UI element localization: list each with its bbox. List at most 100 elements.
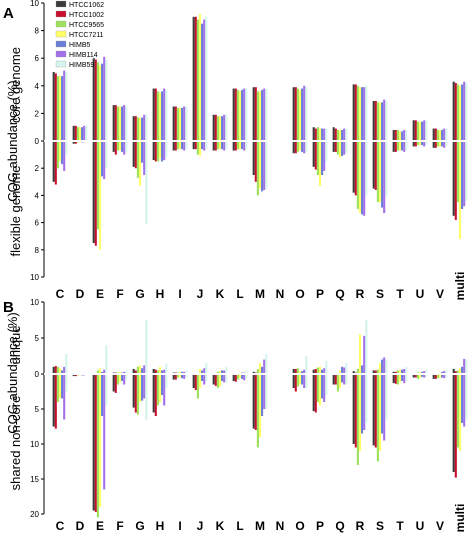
bar-a-up-F-0 [112, 105, 115, 141]
bar-a-down-K-6 [225, 141, 228, 150]
bar-a-down-S-2 [376, 141, 379, 203]
bar-a-up-R-0 [352, 84, 355, 141]
panel-a-category-label: C [56, 287, 65, 301]
bar-b-down-G-4 [141, 374, 144, 401]
bar-a-up-Q-0 [332, 127, 335, 141]
bar-b-down-J-1 [194, 374, 197, 391]
bar-b-down-P-5 [323, 374, 326, 402]
bar-a-down-U-5 [423, 141, 426, 147]
bar-a-up-F-3 [118, 106, 122, 141]
bar-b-up-R-3 [358, 334, 362, 374]
bar-a-up-M-5 [263, 88, 266, 141]
bar-a-up-I-2 [176, 107, 179, 141]
bar-a-up-S-3 [378, 102, 382, 141]
bar-b-down-C-3 [58, 374, 62, 399]
bar-b-up-multi-3 [458, 368, 462, 374]
bar-b-up-G-1 [134, 370, 137, 374]
panel-a-category-label: F [116, 287, 123, 301]
bar-a-up-L-6 [245, 88, 248, 141]
bar-b-up-J-5 [203, 368, 206, 374]
bar-a-down-K-0 [212, 141, 215, 151]
bar-a-down-J-3 [198, 141, 202, 156]
bar-b-down-G-6 [145, 374, 148, 420]
bar-b-up-T-3 [398, 369, 402, 374]
bar-b-up-C-2 [56, 366, 59, 374]
bar-a-down-M-3 [258, 141, 262, 189]
bar-a-down-V-4 [441, 141, 444, 147]
bar-a-down-U-6 [425, 141, 428, 146]
bar-a-up-I-6 [185, 106, 188, 141]
bar-a-up-Q-4 [341, 129, 344, 141]
panel-a-y-tick-label: 4 [35, 191, 40, 200]
bar-b-down-J-5 [203, 374, 206, 385]
bar-a-down-E-1 [94, 141, 97, 246]
bar-a-down-F-2 [116, 141, 119, 151]
bar-b-down-I-6 [185, 374, 188, 378]
bar-a-up-Q-5 [343, 128, 346, 141]
bar-a-down-E-4 [101, 141, 104, 177]
panel-b-y-tick-label: 10 [30, 298, 39, 307]
bar-a-up-U-1 [414, 120, 417, 141]
bar-a-down-G-4 [141, 141, 144, 163]
bar-b-down-O-6 [305, 374, 308, 388]
bar-a-down-R-5 [363, 141, 366, 216]
panel-a-category-label: M [255, 287, 265, 301]
bar-b-up-multi-5 [463, 358, 466, 374]
bar-b-up-E-4 [101, 371, 104, 374]
legend-label-3: HTCC7211 [69, 32, 104, 39]
bar-a-up-J-2 [196, 19, 199, 142]
bar-a-down-Q-1 [334, 141, 337, 152]
bar-b-up-R-5 [363, 335, 366, 374]
bar-a-down-multi-4 [461, 141, 464, 209]
panel-b-category-label: O [295, 519, 304, 533]
bar-b-down-multi-1 [454, 374, 457, 478]
bar-a-up-M-3 [258, 91, 262, 141]
bar-b-up-H-2 [156, 370, 159, 374]
bar-b-down-V-0 [432, 374, 435, 379]
bar-b-down-P-1 [314, 374, 317, 413]
bar-b-down-K-0 [212, 374, 215, 385]
bar-b-down-O-0 [292, 374, 295, 388]
bar-a-up-M-4 [261, 89, 264, 141]
bar-a-up-D-0 [72, 125, 75, 141]
panel-b-category-label: V [436, 519, 444, 533]
bar-a-down-M-4 [261, 141, 264, 192]
bar-b-up-H-5 [163, 369, 166, 374]
bar-a-up-E-5 [103, 56, 106, 141]
bar-a-down-Q-2 [336, 141, 339, 155]
bar-a-down-Q-5 [343, 141, 346, 155]
bar-b-down-J-6 [205, 374, 208, 381]
bar-a-up-R-1 [354, 84, 357, 141]
bar-b-up-K-4 [221, 370, 224, 374]
bar-a-up-V-2 [436, 129, 439, 141]
bar-b-up-O-0 [292, 368, 295, 374]
bar-b-up-T-6 [405, 366, 408, 374]
bar-b-up-U-4 [421, 371, 424, 374]
legend-swatch-1 [55, 10, 67, 18]
bar-b-up-E-5 [103, 369, 106, 374]
bar-b-down-F-2 [116, 374, 119, 385]
bar-a-up-D-4 [81, 127, 84, 141]
bar-b-down-E-0 [92, 374, 95, 511]
bar-a-up-C-0 [52, 72, 55, 141]
bar-a-up-multi-2 [456, 84, 459, 141]
bar-a-down-O-0 [292, 141, 295, 154]
panel-a-category-label: multi [453, 272, 467, 301]
bar-a-down-V-0 [432, 141, 435, 148]
bar-b-up-C-5 [63, 366, 66, 374]
bar-a-up-K-3 [218, 116, 222, 141]
bar-a-up-C-4 [61, 76, 64, 141]
bar-b-down-E-5 [103, 374, 106, 490]
panel-a-y-tick-label: 6 [35, 219, 40, 228]
bar-a-down-O-3 [298, 141, 302, 151]
bar-b-up-H-0 [152, 368, 155, 374]
bar-a-up-L-0 [232, 88, 235, 141]
bar-b-up-multi-6 [465, 359, 468, 374]
bar-b-up-G-5 [143, 365, 146, 374]
bar-b-down-V-1 [434, 374, 437, 379]
legend-label-4: HIMB5 [69, 42, 91, 49]
bar-b-up-R-0 [352, 371, 355, 374]
bar-a-up-P-5 [323, 128, 326, 141]
bar-b-down-P-3 [318, 374, 322, 406]
